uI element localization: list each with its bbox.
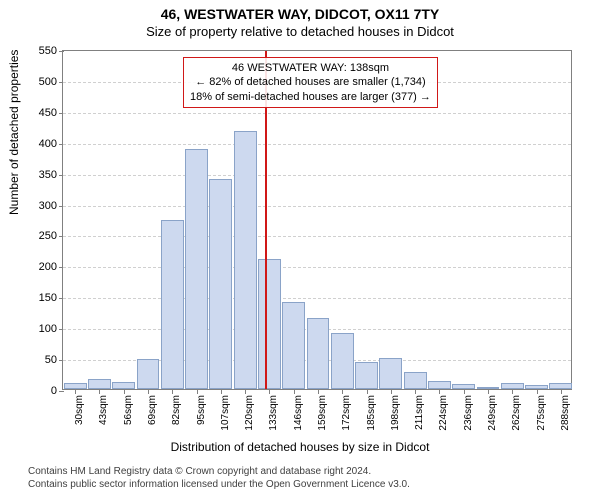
plot-area: 05010015020025030035040045050055030sqm43… — [62, 50, 572, 390]
attribution-text: Contains HM Land Registry data © Crown c… — [28, 466, 600, 491]
histogram-bar — [428, 381, 451, 389]
y-tick: 550 — [17, 45, 63, 57]
gridline — [63, 206, 571, 207]
histogram-bar — [404, 372, 427, 389]
y-tick: 500 — [17, 76, 63, 88]
x-tick-label: 120sqm — [242, 395, 255, 431]
x-tick-mark — [391, 389, 392, 394]
y-tick: 0 — [17, 385, 63, 397]
x-tick-mark — [415, 389, 416, 394]
gridline — [63, 236, 571, 237]
x-tick-label: 69sqm — [145, 395, 158, 425]
x-tick-mark — [148, 389, 149, 394]
histogram-bar — [331, 333, 354, 389]
histogram-bar — [355, 362, 378, 389]
attribution-line: Contains public sector information licen… — [28, 479, 600, 492]
y-tick: 350 — [17, 169, 63, 181]
x-tick-label: 249sqm — [485, 395, 498, 431]
x-tick-mark — [439, 389, 440, 394]
gridline — [63, 144, 571, 145]
histogram-bar — [209, 179, 232, 389]
x-tick-mark — [245, 389, 246, 394]
histogram-bar — [307, 318, 330, 389]
x-tick-label: 198sqm — [388, 395, 401, 431]
x-tick-label: 211sqm — [412, 395, 425, 430]
x-tick-label: 172sqm — [339, 395, 352, 431]
x-tick-mark — [342, 389, 343, 394]
x-tick-mark — [367, 389, 368, 394]
histogram-bar — [137, 359, 160, 389]
x-tick-mark — [512, 389, 513, 394]
x-tick-label: 95sqm — [194, 395, 207, 425]
x-tick-label: 288sqm — [558, 395, 571, 431]
x-tick-mark — [488, 389, 489, 394]
histogram-bar — [112, 382, 135, 389]
x-axis-label: Distribution of detached houses by size … — [0, 440, 600, 454]
x-tick-label: 146sqm — [291, 395, 304, 431]
x-tick-mark — [221, 389, 222, 394]
x-tick-label: 133sqm — [266, 395, 279, 431]
histogram-bar — [161, 220, 184, 389]
x-tick-label: 43sqm — [96, 395, 109, 425]
y-tick: 250 — [17, 230, 63, 242]
x-tick-mark — [561, 389, 562, 394]
x-tick-label: 159sqm — [315, 395, 328, 431]
x-tick-label: 275sqm — [534, 395, 547, 431]
y-axis-label: Number of detached properties — [7, 50, 21, 215]
gridline — [63, 267, 571, 268]
histogram-bar — [282, 302, 305, 389]
x-tick-label: 56sqm — [121, 395, 134, 425]
x-tick-mark — [99, 389, 100, 394]
x-tick-label: 262sqm — [509, 395, 522, 431]
x-tick-label: 185sqm — [364, 395, 377, 431]
y-tick: 150 — [17, 292, 63, 304]
x-tick-label: 30sqm — [72, 395, 85, 425]
y-tick: 100 — [17, 323, 63, 335]
x-tick-mark — [75, 389, 76, 394]
annotation-line: 18% of semi-detached houses are larger (… — [190, 90, 431, 104]
y-tick: 50 — [17, 354, 63, 366]
gridline — [63, 298, 571, 299]
x-tick-mark — [294, 389, 295, 394]
chart-title-sub: Size of property relative to detached ho… — [0, 24, 600, 39]
x-tick-mark — [124, 389, 125, 394]
x-tick-label: 82sqm — [169, 395, 182, 425]
x-tick-label: 224sqm — [436, 395, 449, 431]
histogram-bar — [258, 259, 281, 389]
x-tick-mark — [197, 389, 198, 394]
chart-container: 46, WESTWATER WAY, DIDCOT, OX11 7TY Size… — [0, 0, 600, 500]
annotation-box: 46 WESTWATER WAY: 138sqm← 82% of detache… — [183, 57, 438, 108]
x-tick-label: 236sqm — [461, 395, 474, 431]
y-tick: 300 — [17, 200, 63, 212]
gridline — [63, 175, 571, 176]
y-tick: 400 — [17, 138, 63, 150]
chart-title-main: 46, WESTWATER WAY, DIDCOT, OX11 7TY — [0, 6, 600, 22]
annotation-line: ← 82% of detached houses are smaller (1,… — [190, 75, 431, 89]
gridline — [63, 113, 571, 114]
x-tick-mark — [269, 389, 270, 394]
annotation-line: 46 WESTWATER WAY: 138sqm — [190, 61, 431, 75]
histogram-bar — [234, 131, 257, 389]
histogram-bar — [185, 149, 208, 389]
y-tick: 200 — [17, 261, 63, 273]
histogram-bar — [88, 379, 111, 390]
x-tick-mark — [172, 389, 173, 394]
x-tick-mark — [318, 389, 319, 394]
x-tick-label: 107sqm — [218, 395, 231, 431]
y-tick: 450 — [17, 107, 63, 119]
x-tick-mark — [537, 389, 538, 394]
attribution-line: Contains HM Land Registry data © Crown c… — [28, 466, 600, 479]
histogram-bar — [379, 358, 402, 389]
x-tick-mark — [464, 389, 465, 394]
